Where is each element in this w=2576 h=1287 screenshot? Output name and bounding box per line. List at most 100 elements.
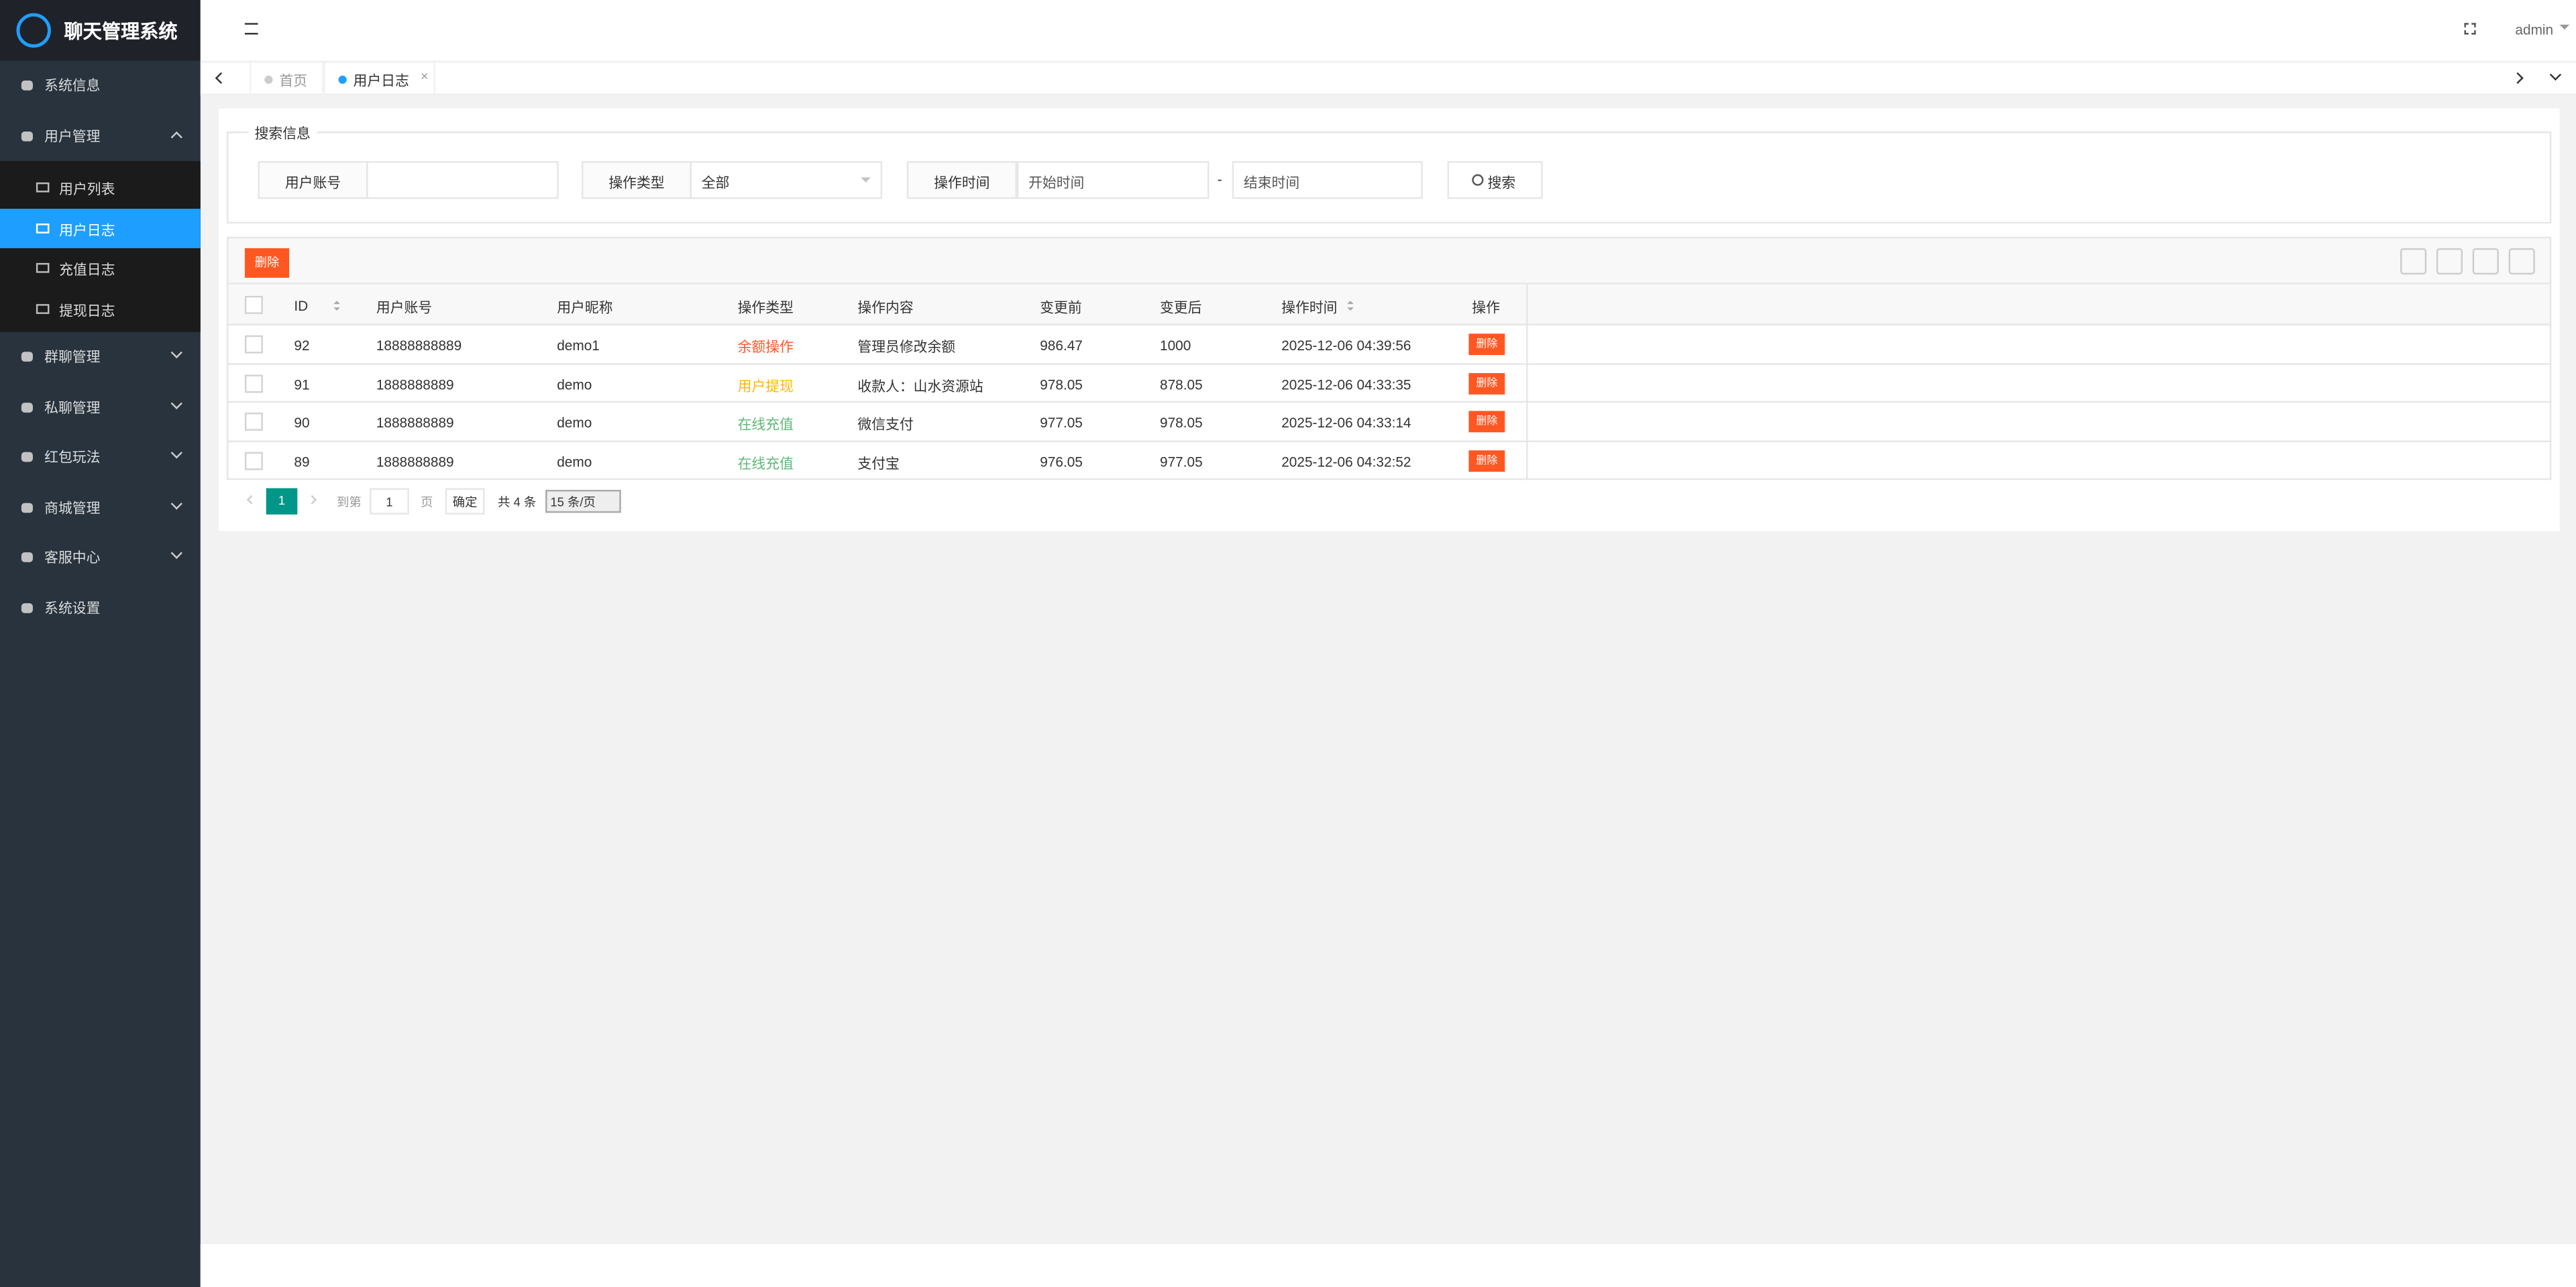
menu-icon: [21, 602, 33, 613]
row-delete-button[interactable]: 删除: [1468, 450, 1505, 472]
menu-item[interactable]: 商城管理: [0, 482, 201, 533]
sort-icon: [333, 297, 340, 305]
page-input[interactable]: 1: [370, 488, 409, 515]
page-prev[interactable]: [246, 495, 256, 505]
fullscreen-icon[interactable]: [2464, 23, 2476, 35]
toolbar-icon[interactable]: [2472, 248, 2499, 275]
checkbox[interactable]: [244, 452, 263, 470]
menu-item[interactable]: 用户管理: [0, 111, 201, 161]
table-cell: 978.05: [1040, 375, 1083, 393]
card: 搜索信息 用户账号 操作类型 全部 操作时间 开始时间 - 结束时间 搜索 删除 ID 用户账号 用户昵…: [218, 108, 2560, 531]
page-goto: 到第: [337, 495, 362, 511]
row-delete-button[interactable]: 删除: [1468, 372, 1505, 394]
type-select[interactable]: 全部: [690, 161, 883, 199]
tab-next[interactable]: [2512, 72, 2524, 85]
start-input-text: 开始时间: [1028, 174, 1085, 191]
submenu-label: 用户列表: [59, 181, 115, 197]
submenu-label: 用户日志: [59, 221, 115, 238]
menu-item[interactable]: 系统信息: [0, 61, 201, 111]
toolbar-icon[interactable]: [2508, 248, 2535, 275]
menu-icon: [21, 81, 33, 91]
menu-item[interactable]: 私聊管理: [0, 382, 201, 433]
table-cell: 976.05: [1040, 453, 1083, 470]
table-row: 92 18888888889 demo1 余额操作 管理员修改余额 986.47 1000 2…: [226, 325, 2552, 364]
delete-button[interactable]: 删除: [244, 248, 290, 278]
page-unit: 页: [420, 495, 433, 511]
column-header: 用户昵称: [557, 299, 613, 316]
pagination: 1 到第 1 页确定共 4 条 15 条/页: [243, 488, 900, 515]
user-name[interactable]: admin: [2515, 21, 2554, 38]
sort-icon: [1347, 297, 1354, 305]
menu-label: 系统设置: [44, 599, 101, 616]
submenu-item[interactable]: 充值日志: [0, 248, 201, 289]
row-delete-button[interactable]: 删除: [1468, 411, 1505, 433]
table-cell: 986.47: [1040, 337, 1083, 354]
account-input[interactable]: [366, 161, 559, 199]
menu-icon: [21, 401, 33, 412]
tab-prev[interactable]: [215, 72, 227, 85]
table-row: 91 1888888889 demo 用户提现 收款人：山水资源站 978.05 878.0…: [226, 364, 2552, 403]
end-input[interactable]: 结束时间: [1232, 161, 1423, 199]
menu-item[interactable]: 群聊管理: [0, 332, 201, 382]
toolbar-icon[interactable]: [2436, 248, 2463, 275]
menu-label: 客服中心: [44, 549, 101, 566]
search-button[interactable]: 搜索: [1447, 161, 1543, 199]
tab-more[interactable]: [2549, 68, 2562, 81]
column-header[interactable]: ID: [294, 297, 340, 314]
checkbox[interactable]: [244, 374, 263, 393]
table-cell: 在线充值: [737, 416, 794, 433]
sidebar: 聊天管理系统系统信息用户管理用户列表用户日志充值日志 提现日志 群聊管理 私聊管理红包…: [0, 0, 201, 1287]
tab[interactable]: 首页: [250, 62, 324, 96]
submenu-item[interactable]: 提现日志: [0, 289, 201, 329]
submenu-item[interactable]: 用户列表: [0, 168, 201, 208]
tab-label: 用户日志: [353, 72, 409, 89]
menu-arrow: [170, 547, 182, 559]
tab[interactable]: 用户日志 ×: [323, 62, 435, 96]
page-total: 共 4 条: [498, 495, 537, 511]
column-header[interactable]: 操作时间: [1281, 297, 1354, 317]
table-row: 90 1888888889 demo 在线充值 微信支付 977.05 978.05 2025…: [226, 403, 2552, 442]
page-next[interactable]: [307, 495, 317, 505]
tab-dot: [264, 75, 273, 84]
table-cell: 2025-12-06 04:32:52: [1281, 453, 1411, 470]
menu-toggle[interactable]: [244, 23, 258, 35]
start-input[interactable]: 开始时间: [1016, 161, 1210, 199]
table-row: 89 1888888889 demo 在线充值 支付宝 976.05 977.05 2025-…: [226, 442, 2552, 481]
menu-arrow: [170, 346, 182, 359]
menu-icon: [21, 130, 33, 141]
checkbox[interactable]: [244, 295, 263, 314]
table-cell: 92: [294, 337, 310, 354]
page-confirm[interactable]: 确定: [445, 488, 485, 515]
type-select-text: 全部: [701, 174, 730, 191]
checkbox[interactable]: [244, 413, 263, 431]
select-caret: [861, 177, 871, 188]
field-label: 用户账号: [258, 161, 368, 199]
menu-label: 商城管理: [44, 499, 101, 515]
table-cell: 2025-12-06 04:33:14: [1281, 414, 1411, 431]
table-cell: 微信支付: [857, 416, 914, 433]
menu-item[interactable]: 客服中心: [0, 533, 201, 583]
page-current[interactable]: 1: [266, 488, 298, 515]
page-size[interactable]: 15 条/页: [545, 490, 621, 514]
logo-title: 聊天管理系统: [64, 23, 178, 43]
table-cell: demo: [557, 453, 592, 470]
checkbox[interactable]: [244, 335, 263, 354]
toolbar-icon[interactable]: [2400, 248, 2427, 275]
column-header: 操作内容: [857, 299, 914, 316]
submenu-item[interactable]: 用户日志: [0, 207, 201, 248]
menu-icon: [21, 552, 33, 562]
tab-close[interactable]: ×: [420, 68, 429, 84]
column-header: 变更后: [1159, 299, 1202, 316]
submenu-icon: [36, 222, 50, 233]
menu-label: 红包玩法: [44, 448, 101, 466]
column-divider: [1526, 284, 1528, 481]
row-delete-button[interactable]: 删除: [1468, 333, 1505, 356]
menu-label: 用户管理: [44, 127, 101, 144]
menu-item[interactable]: 红包玩法: [0, 432, 201, 482]
column-header: 操作: [1472, 299, 1500, 316]
user-caret: [2559, 24, 2570, 35]
menu-item[interactable]: 系统设置: [0, 582, 201, 633]
menu-arrow: [170, 497, 182, 509]
menu-arrow: [170, 130, 182, 142]
